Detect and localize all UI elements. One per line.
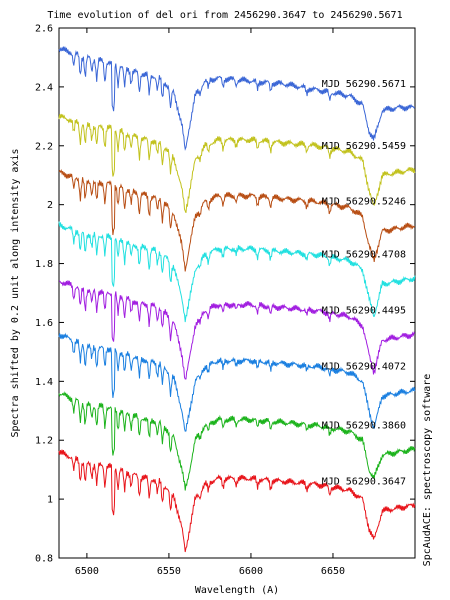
series-line — [58, 332, 416, 432]
series-line — [58, 46, 416, 151]
x-tick-label: 6550 — [157, 566, 181, 577]
x-tick-label: 6600 — [239, 566, 263, 577]
series-label: MJD 56290.5671 — [322, 79, 406, 90]
y-tick-label: 1.2 — [35, 436, 53, 447]
series-line — [58, 221, 416, 323]
series-line — [58, 391, 416, 491]
series-group — [58, 46, 416, 553]
x-axis-label: Wavelength (A) — [195, 585, 279, 596]
plot-frame — [58, 27, 416, 559]
series-line — [58, 169, 416, 272]
y-tick-label: 1 — [47, 495, 53, 506]
x-tick-label: 6650 — [321, 566, 345, 577]
series-label: MJD 56290.3860 — [322, 421, 406, 432]
y-tick-label: 1.6 — [35, 318, 53, 329]
y-tick-label: 0.8 — [35, 554, 53, 565]
y-tick-label: 2.6 — [35, 24, 53, 35]
series-line — [59, 280, 416, 380]
x-axis: 6500 6550 6600 6650 — [75, 28, 345, 577]
y-axis-label: Spectra shifted by 0.2 unit along intens… — [10, 149, 21, 438]
y-axis: 0.8 1 1.2 1.4 1.6 1.8 2 2.2 2.4 2.6 — [35, 24, 415, 565]
series-label: MJD 56290.3647 — [322, 476, 406, 487]
chart-title: Time evolution of del ori from 2456290.3… — [47, 10, 402, 21]
series-line — [58, 449, 416, 553]
series-label: MJD 56290.5246 — [322, 197, 406, 208]
series-label: MJD 56290.5459 — [322, 141, 406, 152]
y-tick-label: 2 — [47, 200, 53, 211]
y-tick-label: 1.4 — [35, 377, 53, 388]
series-label-group: MJD 56290.3647 MJD 56290.3860 MJD 56290.40… — [322, 79, 406, 488]
x-tick-label: 6500 — [75, 566, 99, 577]
series-label: MJD 56290.4495 — [322, 306, 406, 317]
series-label: MJD 56290.4708 — [322, 250, 406, 261]
y-tick-label: 1.8 — [35, 259, 53, 270]
y-tick-label: 2.4 — [35, 82, 53, 93]
software-credit: SpcAudACE: spectroscopy software — [422, 374, 433, 567]
series-line — [58, 113, 416, 213]
series-label: MJD 56290.4072 — [322, 362, 406, 373]
y-tick-label: 2.2 — [35, 141, 53, 152]
